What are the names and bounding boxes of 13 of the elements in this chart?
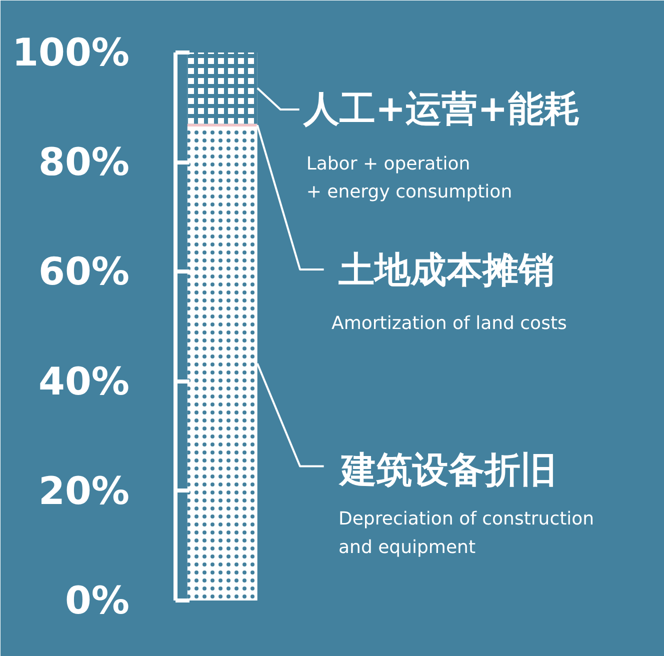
y-tick-label: 60%	[38, 250, 130, 294]
text: Amortization of land costs	[332, 312, 567, 334]
y-tick-label: 40%	[38, 359, 130, 404]
text: 建筑设备折旧	[338, 450, 557, 492]
y-tick-label: 0%	[64, 578, 130, 622]
text: Labor + operation + energy consumption	[306, 153, 512, 203]
y-tick-label: 80%	[38, 140, 130, 184]
text: 人工+运营+能耗	[302, 88, 580, 130]
y-tick-label: 20%	[38, 468, 130, 513]
text: Depreciation of construction and equipment	[338, 508, 594, 558]
text: 土地成本摊销	[338, 250, 554, 292]
y-tick-label: 100%	[12, 30, 130, 74]
bar	[187, 124, 258, 126]
